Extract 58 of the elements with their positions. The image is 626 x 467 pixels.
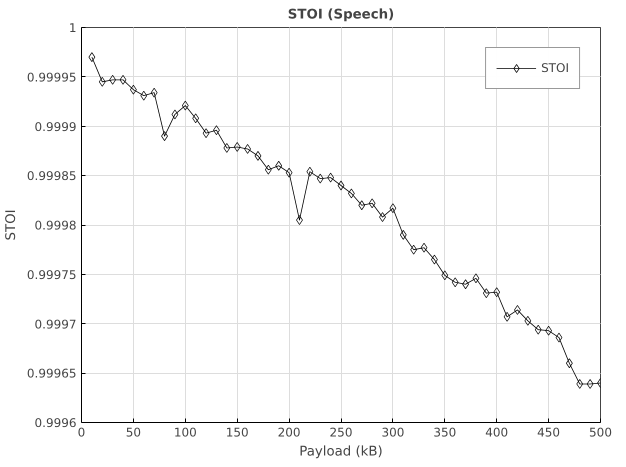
point xyxy=(338,180,344,190)
point xyxy=(275,160,282,171)
point xyxy=(358,200,366,210)
x-tick-label: 150 xyxy=(226,426,249,440)
legend-label: STOI xyxy=(541,61,569,75)
x-tick-label: 500 xyxy=(589,426,612,440)
point xyxy=(296,215,303,225)
point xyxy=(244,144,251,154)
point xyxy=(431,254,438,264)
y-tick-label: 0.99995 xyxy=(26,70,76,84)
y-tick-label: 0.9998 xyxy=(34,218,77,232)
y-tick-label: 1 xyxy=(68,21,77,35)
point xyxy=(223,143,230,153)
x-tick-label: 300 xyxy=(381,426,404,440)
x-tick-label: 100 xyxy=(174,426,197,440)
y-tick-label: 0.9996 xyxy=(34,416,77,430)
y-tick-label: 0.9999 xyxy=(34,120,77,134)
point xyxy=(400,230,407,240)
y-tick-label: 0.99975 xyxy=(26,268,76,282)
point xyxy=(140,90,148,100)
y-axis-title: STOI xyxy=(4,209,19,241)
point xyxy=(161,131,168,141)
point xyxy=(98,76,106,87)
point xyxy=(556,332,562,342)
point xyxy=(150,88,158,98)
chart-title: STOI (Speech) xyxy=(288,8,394,22)
point xyxy=(576,379,584,389)
point xyxy=(192,114,200,124)
x-tick-label: 200 xyxy=(278,426,301,440)
x-axis-title: Payload (kB) xyxy=(299,444,383,460)
y-tick-label: 0.99985 xyxy=(26,169,76,184)
point xyxy=(254,151,262,161)
x-tick-label: 350 xyxy=(433,426,456,440)
y-tick-label: 0.9997 xyxy=(34,317,77,332)
point xyxy=(327,172,334,182)
point xyxy=(88,52,96,62)
x-tick-label: 250 xyxy=(330,426,352,440)
point xyxy=(379,212,386,222)
point xyxy=(441,270,448,280)
point xyxy=(482,288,490,298)
point xyxy=(182,100,189,110)
point xyxy=(452,277,459,288)
point xyxy=(264,164,272,175)
point xyxy=(514,305,521,315)
x-tick-label: 450 xyxy=(537,426,560,440)
y-tick-label: 0.99965 xyxy=(26,366,76,381)
point xyxy=(410,244,418,255)
point xyxy=(172,110,178,120)
point xyxy=(524,316,532,326)
x-tick-label: 50 xyxy=(126,426,142,440)
point xyxy=(534,324,542,335)
point xyxy=(348,188,355,198)
point xyxy=(493,287,500,297)
x-tick-label: 400 xyxy=(485,426,508,440)
x-tick-label: 0 xyxy=(78,426,86,440)
point xyxy=(316,174,324,184)
point xyxy=(586,379,594,389)
point xyxy=(234,142,241,152)
